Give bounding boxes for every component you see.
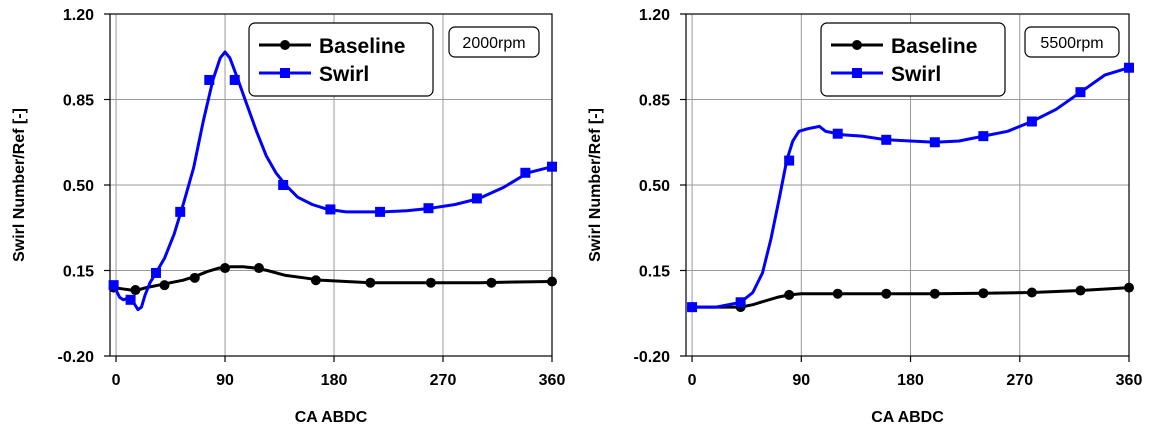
legend-box bbox=[820, 22, 1006, 97]
x-tick-label: 90 bbox=[792, 372, 810, 389]
data-point bbox=[881, 288, 892, 299]
x-tick-label: 180 bbox=[321, 372, 348, 389]
data-point bbox=[375, 206, 386, 217]
data-point bbox=[130, 285, 141, 296]
data-point bbox=[687, 302, 698, 313]
data-point bbox=[784, 155, 795, 166]
y-tick-label: 0.85 bbox=[63, 93, 94, 110]
rpm-annotation-box bbox=[448, 26, 540, 58]
x-tick-label: 0 bbox=[112, 372, 121, 389]
data-point bbox=[486, 277, 497, 288]
y-axis-label: Swirl Number/Ref [-] bbox=[587, 108, 604, 262]
data-point bbox=[832, 288, 843, 299]
x-tick-label: 360 bbox=[539, 372, 566, 389]
legend-label: Swirl bbox=[891, 63, 941, 86]
legend: Baseline Swirl bbox=[820, 22, 1006, 97]
data-point bbox=[253, 263, 264, 274]
y-tick-label: 1.20 bbox=[639, 7, 670, 24]
legend-box bbox=[248, 22, 434, 97]
x-tick-label: 90 bbox=[216, 372, 234, 389]
data-point bbox=[423, 203, 434, 214]
x-tick-label: 270 bbox=[1006, 372, 1033, 389]
series-line-baseline bbox=[690, 286, 1131, 309]
y-tick-label: 0.15 bbox=[63, 264, 94, 281]
y-tick-label: -0.20 bbox=[58, 349, 95, 366]
data-point bbox=[108, 280, 119, 291]
legend-marker bbox=[280, 40, 290, 50]
data-point bbox=[325, 204, 336, 215]
data-point bbox=[310, 275, 321, 286]
data-point bbox=[151, 267, 162, 278]
data-point bbox=[220, 263, 231, 274]
data-point bbox=[204, 74, 215, 85]
data-point bbox=[735, 297, 746, 308]
data-point bbox=[547, 161, 557, 172]
rpm-annotation-box bbox=[1024, 26, 1120, 58]
x-tick-label: 0 bbox=[688, 372, 697, 389]
series-line-baseline bbox=[112, 265, 554, 292]
y-axis-label: Swirl Number/Ref [-] bbox=[11, 108, 28, 262]
data-point bbox=[1075, 285, 1086, 296]
x-tick-label: 270 bbox=[430, 372, 457, 389]
data-point bbox=[159, 280, 170, 291]
rpm-annotation: 2000rpm bbox=[462, 35, 525, 52]
legend: Baseline Swirl bbox=[248, 22, 434, 97]
series-swirl bbox=[687, 62, 1134, 313]
x-axis-label: CA ABDC bbox=[871, 409, 944, 426]
data-point bbox=[175, 206, 186, 217]
series-line-swirl bbox=[112, 50, 554, 312]
data-point bbox=[547, 276, 557, 287]
data-point bbox=[1026, 116, 1037, 127]
chart-5500rpm: 0 90 180 270 360 -0.20 0.15 0.50 0.85 1.20 CA ABDC… bbox=[587, 7, 1142, 426]
data-point bbox=[1124, 62, 1134, 73]
y-tick-label: 1.20 bbox=[63, 7, 94, 24]
data-point bbox=[278, 180, 289, 190]
legend-label: Baseline bbox=[891, 35, 977, 58]
data-point bbox=[189, 272, 200, 283]
data-point bbox=[929, 137, 940, 148]
legend-label: Baseline bbox=[319, 35, 405, 58]
legend-label: Swirl bbox=[319, 63, 369, 86]
data-point bbox=[1075, 87, 1086, 98]
y-tick-label: 0.85 bbox=[639, 93, 670, 110]
y-tick-label: -0.20 bbox=[634, 349, 671, 366]
x-axis-label: CA ABDC bbox=[295, 409, 368, 426]
data-point bbox=[229, 74, 240, 85]
data-point bbox=[125, 294, 136, 305]
rpm-annotation: 5500rpm bbox=[1040, 35, 1103, 52]
y-tick-label: 0.50 bbox=[639, 178, 670, 195]
series-swirl bbox=[108, 50, 557, 312]
data-point bbox=[832, 128, 843, 139]
y-tick-label: 0.50 bbox=[63, 178, 94, 195]
x-tick-label: 360 bbox=[1116, 372, 1143, 389]
series-line-swirl bbox=[690, 66, 1131, 309]
data-point bbox=[365, 277, 376, 288]
data-point bbox=[929, 288, 940, 299]
legend-marker bbox=[852, 40, 862, 50]
data-point bbox=[520, 167, 531, 178]
data-point bbox=[784, 289, 795, 300]
data-point bbox=[1124, 282, 1134, 293]
legend-marker bbox=[280, 68, 290, 78]
chart-2000rpm: 0 90 180 270 360 -0.20 0.15 0.50 0.85 1.20 CA ABDC… bbox=[11, 7, 565, 426]
data-point bbox=[978, 288, 989, 299]
x-tick-label: 180 bbox=[897, 372, 924, 389]
data-point bbox=[471, 193, 482, 204]
data-point bbox=[1026, 287, 1037, 298]
data-point bbox=[881, 134, 892, 145]
data-point bbox=[978, 131, 989, 142]
y-tick-label: 0.15 bbox=[639, 264, 670, 281]
data-point bbox=[425, 277, 436, 288]
legend-marker bbox=[852, 68, 862, 78]
